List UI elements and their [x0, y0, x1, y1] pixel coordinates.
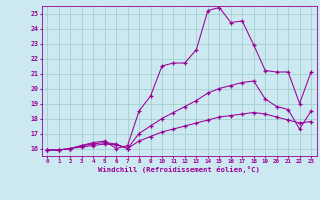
- X-axis label: Windchill (Refroidissement éolien,°C): Windchill (Refroidissement éolien,°C): [98, 166, 260, 173]
